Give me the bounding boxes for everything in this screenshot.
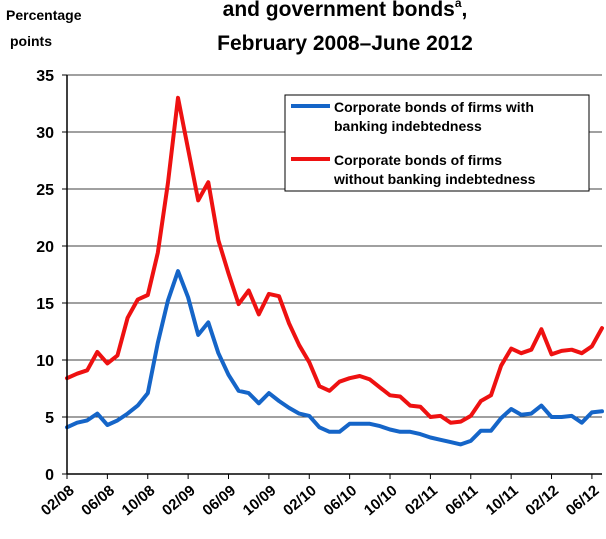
y-tick-label-5: 5 — [45, 410, 54, 427]
y-axis-label-line-2: points — [10, 33, 52, 49]
y-axis-label-line-1: Percentage — [6, 7, 82, 23]
series-line-with-banking — [65, 269, 604, 447]
x-tick-label-10/10: 10/10 — [361, 482, 401, 519]
chart-title-superscript: a — [455, 0, 462, 10]
y-tick-label-35: 35 — [36, 68, 54, 85]
y-tick-label-15: 15 — [36, 296, 54, 313]
legend-label-without-banking-line-1: Corporate bonds of firms — [334, 152, 502, 168]
y-tick-label-0: 0 — [45, 467, 54, 484]
x-tick-label-02/12: 02/12 — [522, 482, 562, 519]
x-tick-label-10/11: 10/11 — [483, 482, 522, 519]
x-tick-label-10/08: 10/08 — [119, 482, 159, 519]
x-tick-label-06/09: 06/09 — [199, 482, 239, 519]
x-tick-label-02/10: 02/10 — [280, 482, 320, 519]
series-line-without-banking — [65, 95, 604, 425]
x-tick-label-02/09: 02/09 — [159, 482, 199, 519]
chart-title-text: and government bonds — [223, 0, 455, 21]
y-tick-label-10: 10 — [36, 353, 54, 370]
x-tick-label-02/08: 02/08 — [38, 482, 78, 519]
y-tick-label-30: 30 — [36, 125, 54, 142]
x-tick-label-06/11: 06/11 — [442, 482, 481, 519]
y-tick-labels: 0 5 10 15 20 25 30 35 — [36, 68, 54, 484]
chart-title-line-2: February 2008–June 2012 — [217, 32, 473, 55]
legend: Corporate bonds of firms with banking in… — [284, 94, 590, 192]
y-tick-label-25: 25 — [36, 182, 54, 199]
x-tick-label-10/09: 10/09 — [240, 482, 280, 519]
legend-box — [284, 94, 590, 192]
x-tick-label-06/10: 06/10 — [321, 482, 361, 519]
x-tick-label-02/11: 02/11 — [402, 482, 441, 519]
x-tick-label-06/08: 06/08 — [78, 482, 118, 519]
legend-label-without-banking-line-2: without banking indebtedness — [333, 171, 536, 187]
chart-title-line-1: and government bondsa, — [223, 0, 468, 21]
x-tick-labels: 02/08 06/08 10/08 02/09 06/09 10/09 02/10 06/10… — [38, 474, 603, 519]
y-tick-label-20: 20 — [36, 239, 54, 256]
series-lines — [65, 95, 604, 447]
legend-label-with-banking-line-2: banking indebtedness — [334, 118, 482, 134]
legend-label-with-banking-line-1: Corporate bonds of firms with — [334, 99, 534, 115]
chart-title-suffix: , — [462, 0, 468, 21]
x-tick-label-06/12: 06/12 — [563, 482, 603, 519]
